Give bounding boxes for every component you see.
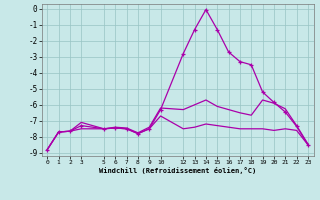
X-axis label: Windchill (Refroidissement éolien,°C): Windchill (Refroidissement éolien,°C) bbox=[99, 167, 256, 174]
